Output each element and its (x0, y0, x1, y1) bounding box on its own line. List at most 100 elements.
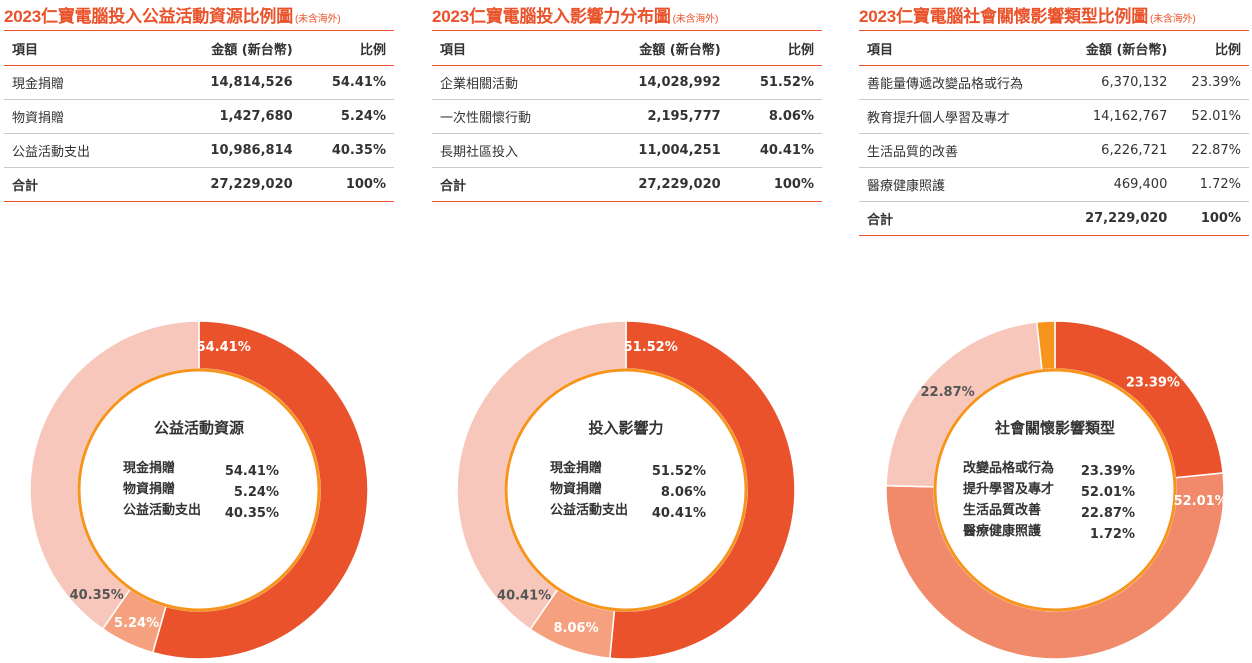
cell-item: 生活品質的改善 (859, 133, 1065, 168)
cell-item: 長期社區投入 (432, 133, 598, 168)
cell-total-ratio: 100% (300, 167, 394, 202)
cell-item: 醫療健康照護 (859, 167, 1065, 202)
table-panel-resources: 2023仁寶電腦投入公益活動資源比例圖 (未含海外) 項目 金額 (新台幣) 比例… (4, 0, 394, 202)
resources-table: 項目 金額 (新台幣) 比例 現金捐贈 14,814,526 54.41% 物資… (4, 30, 394, 202)
slice-label: 22.87% (921, 385, 975, 400)
col-header-item: 項目 (432, 30, 598, 66)
col-header-amount: 金額 (新台幣) (1065, 30, 1176, 66)
center-legend-label: 現金捐贈 (123, 460, 175, 476)
cell-item: 現金捐贈 (4, 65, 170, 100)
slice-label: 23.39% (1126, 376, 1180, 391)
impact-table: 項目 金額 (新台幣) 比例 企業相關活動 14,028,992 51.52% … (432, 30, 822, 202)
donut-center-title: 社會關懷影響類型 (994, 419, 1115, 437)
table-row: 醫療健康照護 469,400 1.72% (859, 167, 1249, 202)
cell-ratio: 51.52% (728, 65, 822, 100)
cell-total-amount: 27,229,020 (598, 167, 729, 202)
slice-label: 52.01% (1174, 494, 1225, 509)
cell-amount: 6,226,721 (1065, 133, 1176, 168)
table-row: 物資捐贈 1,427,680 5.24% (4, 99, 394, 134)
table-total-row: 合計 27,229,020 100% (4, 167, 394, 202)
table-panel-impact: 2023仁寶電腦投入影響力分布圖 (未含海外) 項目 金額 (新台幣) 比例 企業… (432, 0, 822, 202)
table-row: 企業相關活動 14,028,992 51.52% (432, 65, 822, 100)
table-total-row: 合計 27,229,020 100% (859, 201, 1249, 236)
slice-label: 54.41% (197, 340, 251, 355)
center-legend-value: 1.72% (1090, 527, 1135, 542)
table-header-row: 項目 金額 (新台幣) 比例 (432, 30, 822, 66)
center-legend-label: 醫療健康照護 (963, 523, 1042, 539)
col-header-ratio: 比例 (1175, 30, 1249, 66)
center-legend-label: 提升學習及專才 (963, 481, 1054, 497)
cell-ratio: 52.01% (1175, 99, 1249, 134)
cell-ratio: 5.24% (300, 99, 394, 134)
center-legend-label: 公益活動支出 (123, 502, 201, 518)
cell-amount: 14,028,992 (598, 65, 729, 100)
donut-chart-social-care: 23.39% 52.01% 22.87% 社會關懷影響類型改變品格或行為 23.39% 提… (885, 320, 1225, 660)
center-legend-value: 51.52% (652, 464, 706, 479)
center-legend-label: 改變品格或行為 (963, 460, 1054, 476)
col-header-ratio: 比例 (300, 30, 394, 66)
cell-item: 一次性關懷行動 (432, 99, 598, 134)
center-legend-value: 23.39% (1081, 464, 1135, 479)
cell-item: 善能量傳遞改變品格或行為 (859, 65, 1065, 100)
center-legend-value: 22.87% (1081, 506, 1135, 521)
table-title: 2023仁寶電腦投入影響力分布圖 (未含海外) (432, 7, 719, 26)
table-row: 一次性關懷行動 2,195,777 8.06% (432, 99, 822, 134)
social-care-table: 項目 金額 (新台幣) 比例 善能量傳遞改變品格或行為 6,370,132 23… (859, 30, 1249, 236)
slice-label: 40.41% (497, 589, 551, 604)
cell-amount: 14,162,767 (1065, 99, 1176, 134)
col-header-amount: 金額 (新台幣) (598, 30, 729, 66)
inner-ring (933, 368, 1177, 612)
table-row: 善能量傳遞改變品格或行為 6,370,132 23.39% (859, 65, 1249, 100)
cell-ratio: 1.72% (1175, 167, 1249, 202)
cell-ratio: 22.87% (1175, 133, 1249, 168)
cell-total-ratio: 100% (1175, 201, 1249, 236)
cell-item: 公益活動支出 (4, 133, 170, 168)
cell-amount: 469,400 (1065, 167, 1176, 202)
table-title: 2023仁寶電腦社會關懷影響類型比例圖 (未含海外) (859, 7, 1196, 26)
center-legend-value: 5.24% (234, 485, 279, 500)
cell-total-label: 合計 (4, 167, 170, 202)
center-legend-label: 公益活動支出 (550, 502, 628, 518)
center-legend-value: 40.35% (225, 506, 279, 521)
table-header-row: 項目 金額 (新台幣) 比例 (859, 30, 1249, 66)
cell-amount: 14,814,526 (170, 65, 301, 100)
center-legend-value: 8.06% (661, 485, 706, 500)
cell-total-amount: 27,229,020 (170, 167, 301, 202)
donut-center-title: 投入影響力 (588, 419, 663, 437)
center-legend-label: 現金捐贈 (550, 460, 602, 476)
center-legend-value: 40.41% (652, 506, 706, 521)
cell-item: 物資捐贈 (4, 99, 170, 134)
table-row: 長期社區投入 11,004,251 40.41% (432, 133, 822, 168)
col-header-amount: 金額 (新台幣) (170, 30, 301, 66)
center-legend-label: 生活品質改善 (963, 502, 1041, 518)
table-title: 2023仁寶電腦投入公益活動資源比例圖 (未含海外) (4, 7, 341, 26)
cell-ratio: 40.35% (300, 133, 394, 168)
slice-label: 5.24% (114, 616, 159, 631)
cell-item: 教育提升個人學習及專才 (859, 99, 1065, 134)
table-row: 生活品質的改善 6,226,721 22.87% (859, 133, 1249, 168)
center-legend-label: 物資捐贈 (123, 481, 175, 497)
table-header-row: 項目 金額 (新台幣) 比例 (4, 30, 394, 66)
cell-ratio: 54.41% (300, 65, 394, 100)
cell-amount: 2,195,777 (598, 99, 729, 134)
slice-label: 8.06% (554, 621, 599, 636)
cell-total-ratio: 100% (728, 167, 822, 202)
cell-total-label: 合計 (859, 201, 1065, 236)
slice-label: 40.35% (70, 588, 124, 603)
table-row: 教育提升個人學習及專才 14,162,767 52.01% (859, 99, 1249, 134)
table-panel-social-care: 2023仁寶電腦社會關懷影響類型比例圖 (未含海外) 項目 金額 (新台幣) 比例… (859, 0, 1249, 236)
center-legend-value: 52.01% (1081, 485, 1135, 500)
inner-ring (77, 368, 321, 612)
cell-amount: 1,427,680 (170, 99, 301, 134)
cell-amount: 6,370,132 (1065, 65, 1176, 100)
col-header-item: 項目 (4, 30, 170, 66)
col-header-ratio: 比例 (728, 30, 822, 66)
slice-label: 51.52% (624, 340, 678, 355)
cell-total-amount: 27,229,020 (1065, 201, 1176, 236)
cell-total-label: 合計 (432, 167, 598, 202)
cell-ratio: 40.41% (728, 133, 822, 168)
cell-amount: 10,986,814 (170, 133, 301, 168)
cell-item: 企業相關活動 (432, 65, 598, 100)
